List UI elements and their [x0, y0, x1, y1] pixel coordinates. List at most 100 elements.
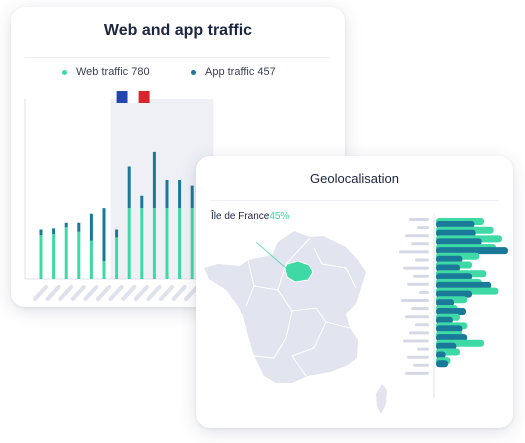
x-tick-placeholder — [184, 285, 200, 301]
hbar-app-traffic — [436, 316, 453, 324]
region-name-placeholder — [415, 258, 429, 262]
legend-web-traffic[interactable]: Web traffic 780 — [62, 66, 150, 78]
region-name-placeholder — [411, 242, 429, 246]
flag-blue-stripe — [116, 91, 128, 103]
bar-web-traffic — [152, 208, 156, 279]
hbar-app-traffic — [436, 281, 492, 289]
x-tick-placeholder — [96, 285, 111, 301]
flag-red-stripe — [138, 91, 150, 103]
bar-web-traffic — [115, 237, 119, 279]
bar-app-traffic — [178, 180, 182, 209]
french-flag-icon — [116, 91, 150, 103]
legend-app-traffic-label: App traffic 457 — [205, 66, 276, 78]
region-name-placeholder — [407, 355, 429, 359]
hbar-app-traffic — [436, 290, 472, 298]
x-tick-placeholder — [33, 285, 48, 301]
hbar-app-traffic — [436, 247, 508, 255]
region-name-placeholder — [405, 371, 429, 375]
bar-app-traffic — [102, 208, 106, 261]
bar-web-traffic — [52, 234, 56, 279]
region-borders — [245, 237, 357, 377]
x-tick-placeholder — [108, 285, 124, 301]
hbar-app-traffic — [436, 308, 466, 315]
region-name-placeholder — [417, 226, 429, 230]
region-name-placeholder — [417, 347, 429, 351]
region-name-placeholder — [403, 266, 429, 270]
bar-web-traffic — [39, 235, 43, 279]
x-tick-placeholder — [70, 285, 86, 301]
x-tick-placeholder — [146, 285, 162, 301]
hbar-app-traffic — [436, 360, 448, 368]
x-tick-placeholder — [121, 285, 137, 301]
region-name-placeholder — [419, 290, 429, 294]
bar-app-traffic — [165, 180, 169, 209]
legend-app-traffic[interactable]: App traffic 457 — [191, 66, 276, 78]
bar-app-traffic — [190, 185, 194, 209]
region-name-placeholder — [413, 363, 429, 367]
bar-app-traffic — [115, 229, 119, 238]
hbar-app-traffic — [436, 264, 460, 272]
region-name-placeholder — [405, 234, 429, 238]
geo-title-divider — [210, 200, 499, 201]
region-name-placeholder — [409, 331, 429, 335]
hbar-app-traffic — [436, 229, 476, 237]
x-tick-placeholder — [58, 285, 74, 301]
bar-web-traffic — [165, 208, 169, 279]
region-name-placeholder — [405, 315, 429, 319]
bar-app-traffic — [127, 166, 131, 209]
region-name-placeholder — [407, 282, 429, 286]
bar-web-traffic — [140, 208, 144, 279]
flag-white-stripe — [127, 91, 139, 103]
web-traffic-dot-icon — [62, 69, 67, 75]
bar-app-traffic — [39, 229, 43, 236]
hbar-app-traffic — [436, 238, 482, 246]
region-leader-line — [255, 241, 288, 270]
geo-card-title: Geolocalisation — [310, 171, 399, 186]
region-name-placeholder — [401, 299, 429, 302]
legend-web-traffic-label: Web traffic 780 — [76, 66, 150, 78]
bar-app-traffic — [140, 195, 144, 209]
bar-web-traffic — [77, 231, 81, 279]
bar-app-traffic — [64, 222, 68, 228]
x-tick-placeholder — [83, 285, 99, 301]
france-map-shape — [204, 231, 366, 383]
hbar-app-traffic — [436, 351, 446, 359]
x-tick-placeholder — [171, 285, 187, 301]
bar-app-traffic — [77, 222, 81, 232]
region-percent: 45% — [269, 211, 290, 222]
bar-web-traffic — [89, 240, 93, 279]
hbar-app-traffic — [436, 221, 475, 228]
geolocalisation-card: Geolocalisation Île de France45% — [196, 156, 513, 428]
region-name-placeholder — [409, 218, 429, 221]
hbar-app-traffic — [436, 273, 472, 281]
region-name-placeholder — [403, 339, 429, 343]
bar-web-traffic — [127, 208, 131, 279]
region-name: Île de France — [211, 211, 270, 222]
traffic-title-divider — [25, 57, 331, 58]
bar-app-traffic — [152, 151, 156, 209]
bar-web-traffic — [178, 208, 182, 279]
hbar-app-traffic — [436, 325, 463, 333]
region-name-placeholder — [399, 250, 429, 254]
france-map — [204, 231, 387, 414]
hbar-app-traffic — [436, 334, 468, 342]
region-horizontal-bar-chart — [399, 214, 508, 398]
hbar-app-traffic — [436, 255, 463, 263]
bar-app-traffic — [52, 228, 56, 234]
bar-web-traffic — [64, 227, 68, 279]
x-tick-placeholder — [159, 285, 174, 301]
region-name-placeholder — [411, 307, 429, 311]
hbar-app-traffic — [436, 342, 457, 350]
bar-web-traffic — [102, 261, 106, 279]
app-traffic-dot-icon — [191, 69, 196, 75]
corsica-shape — [376, 384, 387, 414]
x-tick-placeholder — [45, 285, 61, 301]
region-name-placeholder — [413, 274, 429, 278]
bar-web-traffic — [190, 208, 194, 279]
hbar-app-traffic — [436, 299, 454, 307]
region-label: Île de France45% — [211, 211, 289, 222]
region-name-placeholder — [415, 323, 429, 327]
ile-de-france-region[interactable] — [284, 260, 314, 283]
traffic-card-title: Web and app traffic — [103, 22, 253, 39]
bar-app-traffic — [89, 213, 93, 241]
